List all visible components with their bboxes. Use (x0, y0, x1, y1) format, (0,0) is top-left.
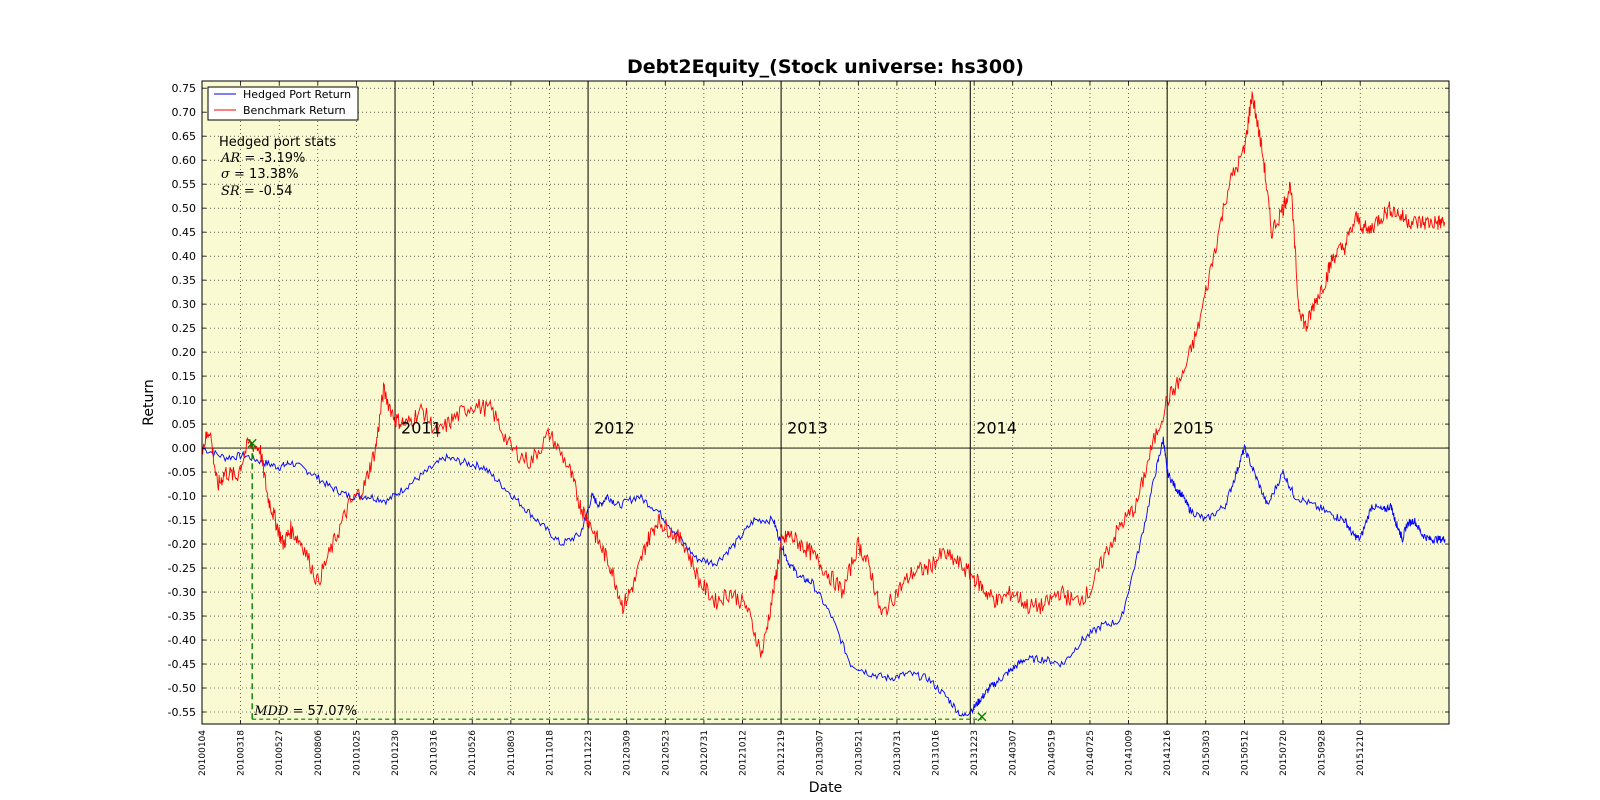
y-tick-label: -0.30 (168, 586, 196, 599)
stats-sr-symbol: SR (221, 184, 240, 199)
y-tick-label: 0.35 (172, 274, 197, 287)
series-line-benchmark (201, 91, 1446, 658)
x-axis-ticks: 20100104 20100318 20100527 20100806 20101025… (198, 81, 1366, 776)
x-tick-label: 20130521 (854, 730, 864, 776)
mdd-value: 57.07% (308, 704, 358, 719)
x-tick-label: 20120523 (661, 730, 671, 776)
y-tick-label: 0.15 (172, 370, 197, 383)
y-tick-label: -0.50 (168, 682, 196, 695)
x-tick-label: 20120731 (700, 730, 710, 776)
y-tick-label: 0.10 (172, 394, 197, 407)
year-label: 2011 (401, 419, 442, 438)
stats-ar-value: -3.19% (259, 151, 305, 166)
stats-ar: AR = -3.19% (220, 151, 305, 166)
y-tick-label: 0.55 (172, 178, 197, 191)
y-tick-label: 0.70 (172, 106, 197, 119)
x-tick-label: 20110316 (430, 730, 440, 776)
y-tick-label: -0.45 (168, 658, 196, 671)
y-tick-label: 0.75 (172, 82, 197, 95)
x-tick-label: 20121219 (777, 730, 787, 776)
y-tick-label: 0.50 (172, 202, 197, 215)
x-tick-label: 20140725 (1086, 730, 1096, 776)
x-tick-label: 20140519 (1047, 730, 1057, 776)
x-tick-label: 20120309 (623, 730, 633, 776)
y-tick-label: 0.20 (172, 346, 197, 359)
x-tick-label: 20141216 (1163, 730, 1173, 776)
plot-frame (201, 80, 1450, 725)
stats-annotation: Hedged port stats AR = -3.19% σ = 13.38%… (219, 135, 336, 199)
legend: Hedged Port Return Benchmark Return (207, 86, 359, 121)
y-tick-label: 0.25 (172, 322, 197, 335)
x-tick-label: 20100527 (275, 730, 285, 776)
legend-box (207, 86, 359, 121)
x-tick-label: 20100806 (314, 730, 324, 776)
x-tick-label: 20131223 (970, 730, 980, 776)
y-tick-label: 0.00 (172, 442, 197, 455)
y-tick-label: -0.25 (168, 562, 196, 575)
x-tick-label: 20141009 (1125, 730, 1135, 776)
x-tick-label: 20130307 (816, 730, 826, 776)
x-tick-label: 20150720 (1279, 730, 1289, 776)
stats-ar-symbol: AR (220, 151, 240, 166)
y-tick-label: -0.05 (168, 466, 196, 479)
x-tick-label: 20121012 (738, 730, 748, 776)
year-label: 2014 (976, 419, 1017, 438)
y-tick-label: -0.10 (168, 490, 196, 503)
year-labels: 2011 2012 2013 2014 2015 (401, 419, 1214, 438)
x-tick-label: 20150928 (1318, 730, 1328, 776)
y-tick-label: -0.55 (168, 706, 196, 719)
plot-area (202, 81, 1449, 724)
x-tick-label: 20111223 (584, 730, 594, 776)
y-axis-label: Return (141, 379, 157, 425)
x-tick-label: 20100318 (237, 730, 247, 776)
y-tick-label: -0.15 (168, 514, 196, 527)
y-tick-label: -0.40 (168, 634, 196, 647)
y-tick-label: 0.30 (172, 298, 197, 311)
x-tick-label: 20110526 (468, 730, 478, 776)
x-tick-label: 20110803 (507, 730, 517, 776)
x-tick-label: 20130731 (893, 730, 903, 776)
x-tick-label: 20150303 (1202, 730, 1212, 776)
year-label: 2013 (787, 419, 828, 438)
y-tick-label: 0.65 (172, 130, 197, 143)
x-tick-label: 20151210 (1356, 730, 1366, 776)
mdd-label: MDD = 57.07% (253, 704, 357, 719)
x-tick-label: 20100104 (198, 730, 208, 776)
y-tick-label: 0.60 (172, 154, 197, 167)
trough-marker (977, 712, 987, 722)
series-line-hedged (201, 436, 1446, 717)
mdd-symbol: MDD (253, 704, 289, 719)
chart-title: Debt2Equity_(Stock universe: hs300) (627, 56, 1024, 78)
x-axis-label: Date (809, 780, 842, 796)
year-divider-lines (394, 81, 1168, 724)
x-tick-label: 20111018 (545, 730, 555, 776)
drawdown-markers (247, 438, 987, 722)
x-tick-label: 20131016 (932, 730, 942, 776)
x-tick-label: 20150512 (1240, 730, 1250, 776)
stats-sr: SR = -0.54 (221, 184, 293, 199)
legend-label-benchmark: Benchmark Return (243, 104, 346, 117)
stats-heading: Hedged port stats (219, 135, 336, 150)
year-label: 2012 (594, 419, 635, 438)
y-tick-label: 0.40 (172, 250, 197, 263)
legend-label-hedged: Hedged Port Return (243, 88, 351, 101)
y-axis-ticks: 0.75 0.70 0.65 0.60 0.55 0.50 0.45 0.40 0.35 0.30… (168, 82, 1449, 719)
stats-sigma-value: 13.38% (249, 167, 299, 182)
x-tick-label: 20101025 (352, 730, 362, 776)
x-tick-label: 20101230 (391, 730, 401, 776)
y-tick-label: 0.45 (172, 226, 197, 239)
stats-sigma: σ = 13.38% (221, 167, 299, 182)
x-tick-label: 20140307 (1009, 730, 1019, 776)
series-lines (201, 91, 1446, 717)
y-tick-label: -0.20 (168, 538, 196, 551)
stats-sigma-symbol: σ (221, 167, 231, 182)
stats-sr-value: -0.54 (259, 184, 293, 199)
peak-marker (247, 438, 257, 448)
y-tick-label: 0.05 (172, 418, 197, 431)
y-tick-label: -0.35 (168, 610, 196, 623)
year-label: 2015 (1173, 419, 1214, 438)
